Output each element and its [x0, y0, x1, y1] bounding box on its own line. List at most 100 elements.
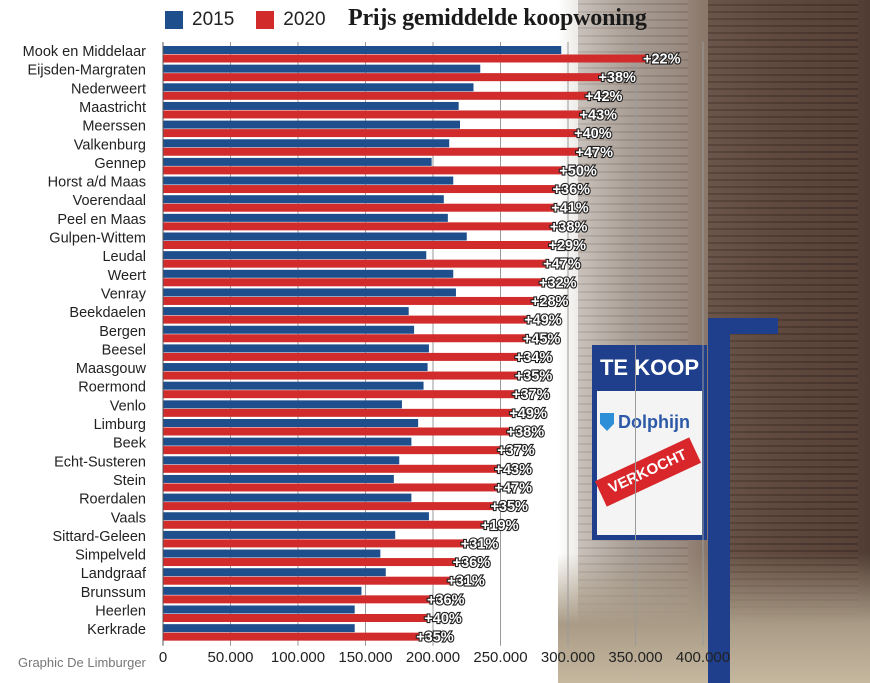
growth-label: +41%: [551, 201, 589, 217]
bar-2020: [163, 483, 501, 492]
bar-2015: [163, 232, 467, 241]
legend-label-2015: 2015: [192, 9, 235, 30]
growth-label: +36%: [553, 182, 591, 198]
growth-label: +31%: [461, 536, 499, 552]
x-tick-label: 250.000: [473, 649, 527, 666]
bar-2020: [163, 259, 550, 268]
growth-label: +28%: [531, 294, 569, 310]
bar-2015: [163, 269, 454, 278]
bar-2015: [163, 568, 386, 577]
category-label: Valkenburg: [74, 137, 146, 153]
bar-2020: [163, 166, 566, 175]
category-label: Limburg: [94, 417, 146, 433]
bar-2020: [163, 241, 555, 249]
growth-label: +35%: [416, 630, 454, 646]
growth-label: +22%: [643, 52, 681, 68]
category-label: Maasgouw: [76, 361, 147, 377]
chart-credit: Graphic De Limburger: [18, 655, 146, 670]
growth-label: +38%: [598, 70, 636, 86]
growth-label: +50%: [559, 163, 597, 179]
growth-label: +31%: [447, 574, 485, 590]
bar-2020: [163, 390, 519, 399]
growth-label: +38%: [507, 425, 545, 441]
category-label: Nederweert: [71, 81, 146, 97]
bar-2015: [163, 46, 562, 54]
bar-2015: [163, 344, 429, 353]
category-label: Simpelveld: [75, 548, 146, 564]
sign-post: [708, 318, 730, 683]
bar-2015: [163, 157, 432, 166]
bar-2015: [163, 624, 355, 633]
bar-2015: [163, 288, 456, 297]
bar-2020: [163, 222, 556, 231]
category-label: Vaals: [111, 510, 146, 526]
growth-label: +42%: [585, 89, 623, 105]
bar-2015: [163, 530, 396, 539]
sign-title: TE KOOP: [592, 345, 707, 391]
bar-2020: [163, 464, 501, 473]
legend-item-2015: 2015: [165, 9, 234, 31]
category-label: Roerdalen: [79, 492, 146, 508]
bar-2015: [163, 474, 394, 483]
x-tick-label: 0: [159, 649, 167, 666]
bar-2020: [163, 558, 459, 567]
dolphin-logo-icon: [600, 413, 614, 431]
bar-2020: [163, 296, 537, 305]
bar-2020: [163, 334, 529, 343]
growth-label: +43%: [580, 107, 618, 123]
growth-label: +37%: [512, 387, 550, 403]
growth-label: +36%: [453, 555, 491, 571]
bar-2020: [163, 502, 497, 511]
growth-label: +49%: [524, 313, 562, 329]
bar-2020: [163, 91, 591, 100]
category-label: Landgraaf: [81, 566, 147, 582]
bar-2015: [163, 195, 444, 204]
category-label: Weert: [108, 268, 146, 284]
bar-2015: [163, 512, 429, 521]
bar-2020: [163, 446, 504, 455]
category-label: Venray: [101, 286, 147, 302]
category-label: Mook en Middelaar: [23, 44, 146, 60]
growth-label: +43%: [495, 462, 533, 478]
growth-label: +32%: [539, 275, 577, 291]
legend-label-2020: 2020: [283, 9, 326, 30]
growth-label: +40%: [574, 126, 612, 142]
bar-2015: [163, 419, 419, 427]
bar-2020: [163, 408, 516, 417]
category-label: Leudal: [102, 249, 146, 265]
bar-2020: [163, 632, 423, 641]
bar-2020: [163, 129, 581, 138]
category-label: Eijsden-Margraten: [28, 63, 146, 79]
bar-2020: [163, 427, 513, 436]
bar-2020: [163, 520, 487, 529]
growth-label: +47%: [495, 480, 533, 496]
category-label: Beesel: [102, 342, 146, 358]
category-label: Sittard-Geleen: [53, 529, 147, 545]
growth-label: +47%: [543, 257, 581, 273]
category-label: Peel en Maas: [57, 212, 146, 228]
growth-label: +35%: [515, 369, 553, 385]
category-label: Echt-Susteren: [54, 454, 146, 470]
growth-label: +29%: [549, 238, 587, 254]
bar-2015: [163, 101, 459, 110]
legend-item-2020: 2020: [256, 9, 326, 31]
growth-label: +49%: [509, 406, 547, 422]
category-label: Gulpen-Wittem: [49, 231, 146, 247]
growth-label: +19%: [481, 518, 519, 534]
category-label: Horst a/d Maas: [48, 175, 146, 191]
category-label: Meerssen: [82, 119, 146, 135]
bar-2020: [163, 54, 649, 63]
legend-swatch-2020: [256, 11, 275, 29]
category-label: Voerendaal: [73, 193, 146, 209]
category-label: Beek: [113, 436, 147, 452]
bar-2020: [163, 595, 433, 604]
bar-2015: [163, 456, 400, 465]
category-label: Roermond: [78, 380, 146, 396]
bar-2015: [163, 64, 481, 73]
bar-2015: [163, 213, 448, 222]
x-tick-label: 400.000: [676, 649, 730, 666]
bar-2020: [163, 614, 431, 622]
bar-2015: [163, 176, 454, 185]
category-label: Gennep: [94, 156, 146, 172]
category-label: Kerkrade: [87, 622, 146, 638]
